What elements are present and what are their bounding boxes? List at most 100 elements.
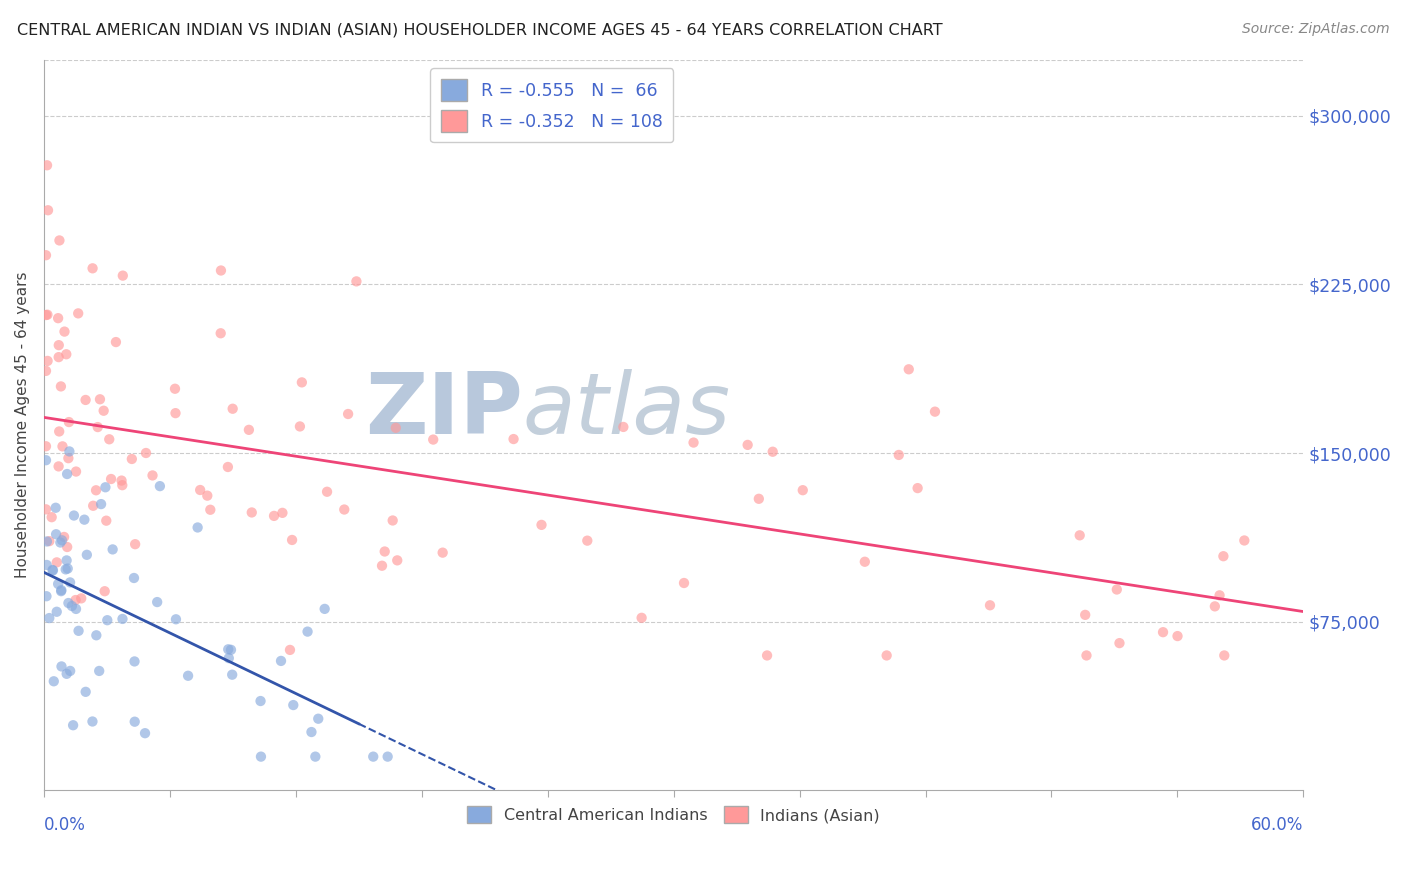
Point [35, 308, 58, 322]
Point [979, 599, 1001, 613]
Point [46, 577, 69, 591]
Point [67, 624, 90, 638]
Point [94, 480, 117, 494]
Point [288, 419, 311, 434]
Point [35, 589, 58, 603]
Point [82, 499, 104, 513]
Point [762, 444, 785, 458]
Point [111, 478, 134, 492]
Point [304, 749, 326, 764]
Point [1233, 533, 1256, 548]
Text: 0.0%: 0.0% [44, 816, 86, 834]
Point [65, 593, 87, 607]
Point [35, 453, 58, 467]
Point [35, 248, 58, 262]
Point [63, 508, 86, 523]
Point [361, 749, 384, 764]
Point [35, 534, 58, 549]
Point [75, 685, 97, 699]
Point [87, 420, 110, 434]
Point [58, 444, 80, 458]
Point [48, 338, 70, 352]
Point [301, 725, 323, 739]
Point [271, 506, 294, 520]
Point [58, 451, 80, 466]
Point [217, 460, 239, 475]
Point [218, 651, 240, 665]
Point [89, 664, 111, 678]
Point [281, 533, 304, 547]
Point [55, 666, 77, 681]
Point [221, 667, 243, 681]
Point [432, 546, 454, 560]
Point [111, 268, 134, 283]
Point [163, 382, 186, 396]
Point [45, 500, 67, 515]
Point [67, 306, 90, 320]
Point [283, 698, 305, 712]
Point [221, 401, 243, 416]
Point [737, 438, 759, 452]
Point [316, 484, 339, 499]
Point [42, 563, 65, 577]
Point [673, 576, 696, 591]
Point [177, 669, 200, 683]
Point [124, 537, 146, 551]
Point [51, 659, 73, 673]
Point [1105, 582, 1128, 597]
Point [111, 612, 134, 626]
Point [41, 510, 63, 524]
Point [187, 520, 209, 534]
Point [37, 308, 59, 322]
Point [59, 664, 82, 678]
Point [576, 533, 599, 548]
Point [149, 479, 172, 493]
Point [853, 555, 876, 569]
Point [270, 654, 292, 668]
Point [65, 465, 87, 479]
Point [263, 508, 285, 523]
Point [90, 497, 112, 511]
Point [377, 749, 399, 764]
Point [82, 261, 104, 276]
Point [51, 439, 73, 453]
Text: 60.0%: 60.0% [1251, 816, 1303, 834]
Point [792, 483, 814, 498]
Point [374, 544, 396, 558]
Point [165, 612, 187, 626]
Point [291, 376, 314, 390]
Point [1204, 599, 1226, 614]
Point [96, 514, 118, 528]
Point [89, 392, 111, 407]
Point [297, 624, 319, 639]
Point [56, 561, 79, 575]
Point [1212, 549, 1234, 564]
Point [1074, 607, 1097, 622]
Point [344, 274, 367, 288]
Point [70, 591, 93, 606]
Point [385, 421, 408, 435]
Point [333, 502, 356, 516]
Point [38, 534, 60, 549]
Point [240, 506, 263, 520]
Point [45, 527, 67, 541]
Point [58, 596, 80, 610]
Point [96, 613, 118, 627]
Point [314, 602, 336, 616]
Point [35, 364, 58, 378]
Point [37, 354, 59, 368]
Point [381, 514, 404, 528]
Point [612, 420, 634, 434]
Point [897, 362, 920, 376]
Point [1213, 648, 1236, 663]
Point [1069, 528, 1091, 542]
Point [387, 553, 409, 567]
Point [250, 749, 273, 764]
Point [238, 423, 260, 437]
Y-axis label: Householder Income Ages 45 - 64 years: Householder Income Ages 45 - 64 years [15, 272, 30, 578]
Point [219, 642, 242, 657]
Point [100, 472, 122, 486]
Point [35, 158, 58, 172]
Point [37, 203, 59, 218]
Point [195, 489, 218, 503]
